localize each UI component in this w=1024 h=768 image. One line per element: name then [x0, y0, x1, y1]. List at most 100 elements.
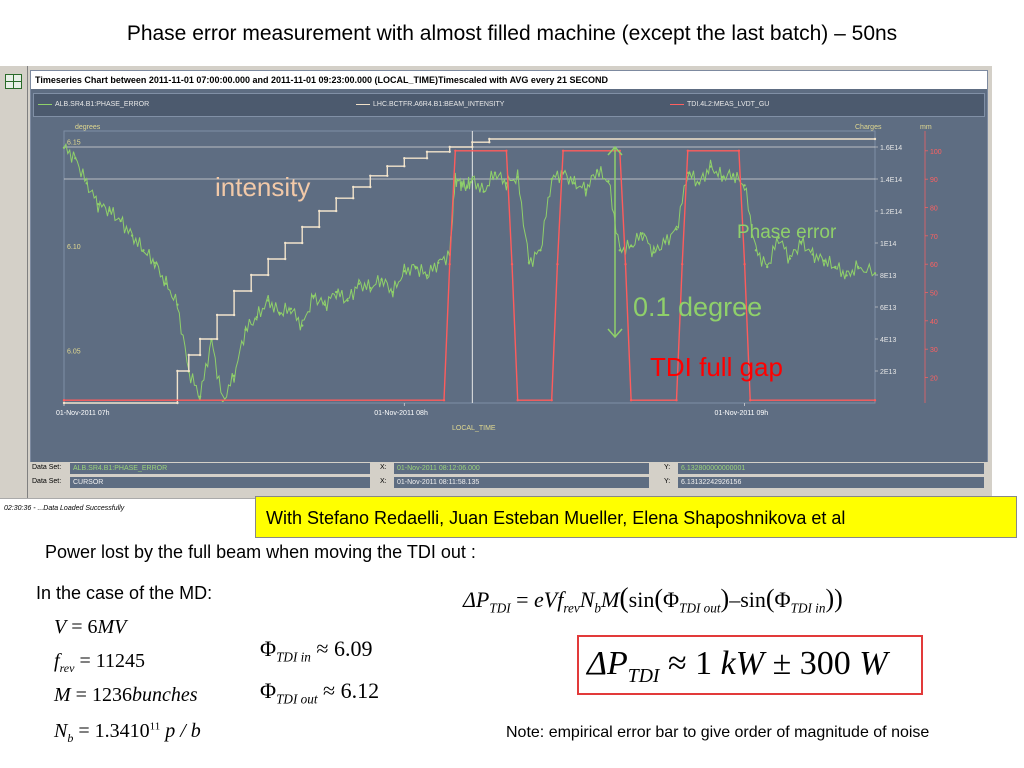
grid-icon[interactable] [5, 74, 22, 89]
phase-error-line [63, 142, 876, 401]
beam-intensity-point [471, 141, 474, 144]
legend-item-phase[interactable]: ALB.SR4.B1:PHASE_ERROR [38, 101, 149, 108]
phase-error-point [482, 190, 485, 193]
tdi-gap-point [448, 263, 451, 266]
right1-tick-label: 4E13 [880, 337, 896, 344]
tdi-gap-point [505, 149, 508, 152]
phase-error-point [85, 182, 88, 185]
beam-intensity-point [318, 209, 321, 213]
legend-swatch-icon [356, 103, 370, 105]
phase-error-point [62, 146, 66, 149]
beam-intensity-point [250, 273, 253, 277]
right1-tick-label: 2E13 [880, 369, 896, 376]
phase-error-point [289, 307, 293, 310]
beam-intensity-point [284, 241, 287, 245]
tdi-gap-point [624, 263, 627, 266]
phase-error-point [425, 274, 429, 277]
beam-intensity-point [873, 137, 877, 141]
phase-error-point [369, 286, 372, 290]
phase-error-point [312, 295, 315, 298]
beam-intensity-point [176, 401, 179, 405]
beam-intensity-point [232, 289, 236, 293]
right2-tick-label: 80 [930, 206, 938, 213]
phase-error-point [664, 240, 667, 244]
result-box: ΔPTDI ≈ 1 kW ± 300 W [577, 635, 923, 695]
dataset-x-value: 01-Nov-2011 08:11:58.135 [394, 477, 649, 488]
phi-tdi-in: ΦTDI in ≈ 6.09 [260, 636, 373, 665]
x-tick-label: 01-Nov-2011 07h [56, 410, 110, 417]
beam-intensity-point [352, 197, 355, 200]
legend-item-tdi[interactable]: TDI.4L2:MEAS_LVDT_GU [670, 101, 769, 108]
beam-intensity-point [403, 157, 406, 160]
phase-error-point [800, 240, 803, 244]
tdi-gap-point [737, 149, 741, 152]
beam-intensity-point [352, 185, 355, 189]
phase-error-point [641, 232, 644, 235]
slide-title: Phase error measurement with almost fill… [126, 22, 898, 45]
phase-error-point [573, 182, 576, 185]
phase-error-point [709, 165, 712, 168]
phase-error-point [108, 209, 111, 212]
beam-intensity-point [425, 157, 429, 160]
beam-intensity-point [386, 165, 389, 168]
tdi-gap-point [675, 399, 678, 402]
param-bunches: M = 1236bunches [54, 684, 198, 706]
phase-error-point [698, 182, 701, 185]
chart-header: Timeseries Chart between 2011-11-01 07:0… [31, 71, 987, 89]
phase-error-point [465, 186, 468, 189]
tdi-gap-point [686, 149, 689, 152]
dataset-row: Data Set: ALB.SR4.B1:PHASE_ERROR X: 01-N… [30, 462, 988, 475]
beam-intensity-point [284, 257, 287, 261]
right2-tick-label: 70 [930, 234, 938, 241]
phase-error-point [493, 171, 497, 174]
beam-intensity-point [301, 241, 304, 245]
tdi-gap-point [873, 399, 877, 402]
phase-error-point [346, 299, 349, 302]
phase-error-point [743, 184, 746, 187]
timeseries-chart[interactable]: 6.15 6.10 6.05 1.6E14 1.4E14 1.2E14 1E14 8E13 6E… [31, 71, 987, 463]
right1-tick-label: 6E13 [880, 305, 896, 312]
phase-error-point [516, 175, 519, 179]
beam-intensity-point [335, 197, 338, 200]
phase-error-point [539, 249, 542, 252]
phase-error-point [244, 328, 247, 331]
phase-error-point [834, 265, 837, 269]
right1-tick-label: 1.4E14 [880, 177, 902, 184]
beam-intensity-point [176, 369, 179, 373]
beam-intensity-point [215, 313, 219, 317]
phase-error-point [232, 374, 236, 377]
beam-intensity-point [448, 145, 451, 149]
phase-error-point [527, 261, 531, 264]
beam-intensity-point [369, 185, 372, 189]
tdi-gap-point [561, 149, 565, 152]
dataset-name: ALB.SR4.B1:PHASE_ERROR [70, 463, 370, 474]
right1-tick-label: 1.6E14 [880, 145, 902, 152]
legend-swatch-icon [38, 103, 52, 105]
phase-error-point [471, 177, 474, 181]
beam-intensity-point [198, 337, 202, 341]
beam-intensity-point [198, 353, 202, 357]
chart-panel: Timeseries Chart between 2011-11-01 07:0… [30, 70, 988, 490]
dataset-panel: Data Set: ALB.SR4.B1:PHASE_ERROR X: 01-N… [30, 462, 988, 490]
beam-intensity-point [448, 150, 451, 153]
phase-error-point [459, 182, 463, 185]
degree-arrow-icon [607, 145, 623, 339]
right1-tick-label: 8E13 [880, 273, 896, 280]
right2-tick-label: 50 [930, 291, 938, 298]
beam-intensity-point [369, 174, 372, 177]
legend-item-intensity[interactable]: LHC.BCTFR.A6R4.B1:BEAM_INTENSITY [356, 101, 504, 108]
phase-error-point [607, 180, 610, 183]
right2-tick-label: 60 [930, 262, 938, 269]
phase-error-point [584, 188, 587, 191]
plot-area [63, 130, 876, 404]
right2-tick-label: 20 [930, 376, 938, 383]
beam-intensity-point [488, 141, 491, 144]
annotation-phase-error: Phase error [737, 222, 837, 243]
phase-error-point [74, 157, 77, 160]
annotation-tdi: TDI full gap [650, 352, 783, 382]
right2-tick-label: 40 [930, 319, 938, 326]
dataset-row: Data Set: CURSOR X: 01-Nov-2011 08:11:58… [30, 476, 988, 489]
phase-error-point [96, 203, 100, 206]
phase-error-point [618, 249, 621, 252]
phase-error-point [414, 265, 417, 269]
